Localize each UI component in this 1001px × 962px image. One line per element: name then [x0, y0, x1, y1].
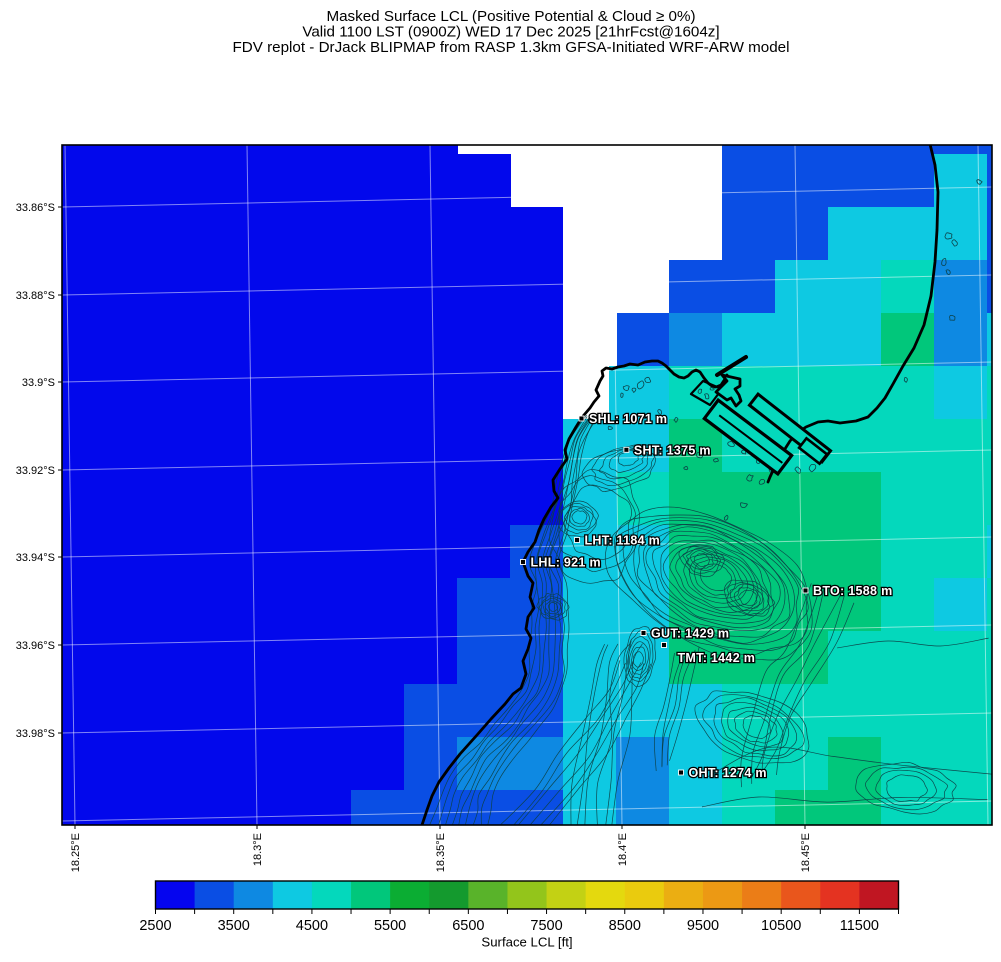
svg-text:FDV replot - DrJack BLIPMAP fr: FDV replot - DrJack BLIPMAP from RASP 1.… [232, 39, 789, 56]
svg-text:33.86°S: 33.86°S [16, 202, 55, 214]
svg-text:4500: 4500 [296, 918, 328, 934]
svg-text:33.98°S: 33.98°S [16, 728, 55, 740]
svg-text:33.96°S: 33.96°S [16, 640, 55, 652]
svg-text:TMT: 1442 m: TMT: 1442 m [678, 651, 756, 665]
svg-text:18.35°E: 18.35°E [435, 833, 447, 872]
svg-text:Valid 1100 LST (0900Z) WED 17: Valid 1100 LST (0900Z) WED 17 Dec 2025 [… [302, 24, 719, 41]
svg-text:3500: 3500 [218, 918, 250, 934]
svg-text:GUT: 1429 m: GUT: 1429 m [651, 627, 729, 641]
svg-text:LHL: 921 m: LHL: 921 m [531, 556, 601, 570]
svg-text:18.3°E: 18.3°E [252, 833, 264, 866]
svg-text:33.94°S: 33.94°S [16, 552, 55, 564]
svg-text:10500: 10500 [761, 918, 801, 934]
svg-text:11500: 11500 [840, 918, 879, 934]
svg-text:18.4°E: 18.4°E [617, 833, 629, 866]
svg-text:BTO: 1588 m: BTO: 1588 m [813, 584, 893, 598]
svg-text:18.45°E: 18.45°E [800, 833, 812, 872]
svg-text:6500: 6500 [452, 918, 484, 934]
svg-text:7500: 7500 [530, 918, 562, 934]
svg-text:SHL: 1071 m: SHL: 1071 m [589, 412, 667, 426]
svg-text:5500: 5500 [374, 918, 406, 934]
svg-text:33.92°S: 33.92°S [16, 465, 55, 477]
svg-text:9500: 9500 [687, 918, 719, 934]
svg-text:OHT: 1274 m: OHT: 1274 m [689, 766, 767, 780]
svg-text:Masked Surface LCL (Positive P: Masked Surface LCL (Positive Potential &… [326, 8, 695, 25]
svg-text:2500: 2500 [139, 918, 171, 934]
svg-text:33.9°S: 33.9°S [22, 377, 55, 389]
svg-text:LHT: 1184 m: LHT: 1184 m [585, 534, 661, 548]
svg-text:SHT: 1375 m: SHT: 1375 m [634, 443, 711, 457]
svg-text:33.88°S: 33.88°S [16, 290, 55, 302]
svg-text:8500: 8500 [609, 918, 641, 934]
svg-text:18.25°E: 18.25°E [70, 833, 82, 872]
svg-text:Surface LCL [ft]: Surface LCL [ft] [481, 935, 572, 950]
